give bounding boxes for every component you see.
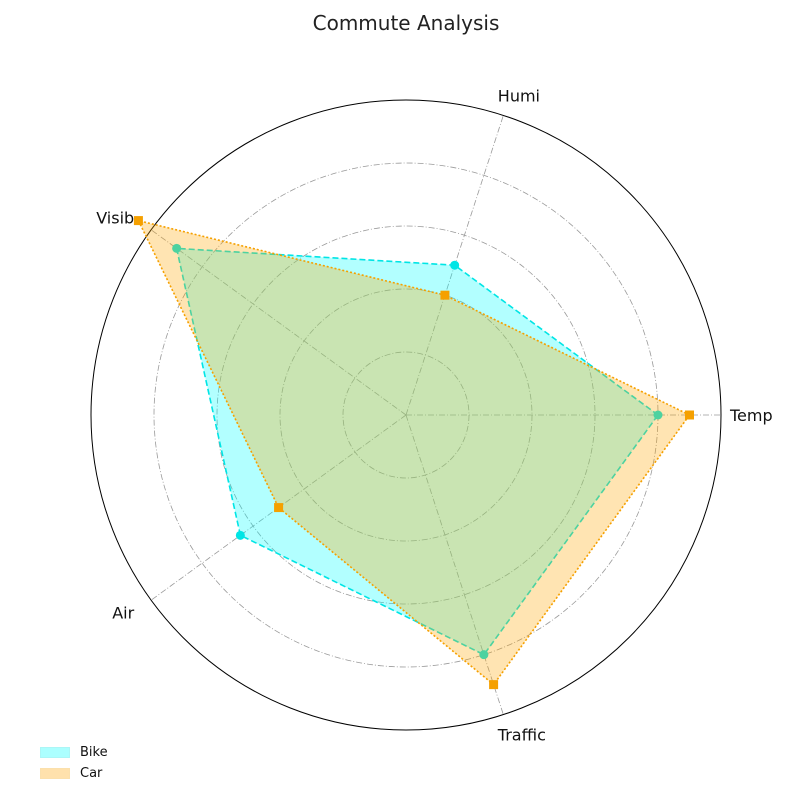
data-point-bike — [653, 410, 663, 420]
legend: Bike Car — [40, 742, 108, 784]
legend-swatch-bike — [40, 747, 70, 758]
series-line-car — [136, 219, 691, 686]
data-point-car — [133, 216, 143, 226]
axis-label-visib: Visib — [96, 209, 134, 228]
data-point-bike — [450, 260, 460, 270]
axis-label-air: Air — [112, 604, 134, 623]
legend-item-car: Car — [40, 763, 108, 784]
axis-label-temp: Temp — [729, 406, 773, 425]
series-line-bike — [175, 247, 660, 656]
legend-label-car: Car — [80, 766, 103, 781]
outer-frame — [90, 99, 722, 731]
data-point-bike — [172, 243, 182, 253]
data-point-car — [440, 290, 450, 300]
axis-labels: Temp Humi Visib Air Traffic — [96, 86, 772, 744]
legend-swatch-car — [40, 768, 70, 779]
legend-label-bike: Bike — [80, 745, 108, 760]
legend-item-bike: Bike — [40, 742, 108, 763]
data-point-car — [489, 680, 499, 690]
data-point-car — [274, 503, 284, 513]
axis-label-traffic: Traffic — [497, 726, 546, 745]
series-area-car — [138, 220, 690, 685]
data-point-bike — [235, 530, 245, 540]
series-area-bike — [176, 248, 658, 655]
chart-title: Commute Analysis — [313, 11, 500, 35]
spoke — [405, 414, 504, 715]
data-point-car — [685, 410, 694, 420]
data-point-bike — [479, 650, 489, 660]
series-layer — [133, 216, 694, 690]
axis-label-humi: Humi — [498, 86, 540, 105]
spoke — [150, 229, 407, 416]
